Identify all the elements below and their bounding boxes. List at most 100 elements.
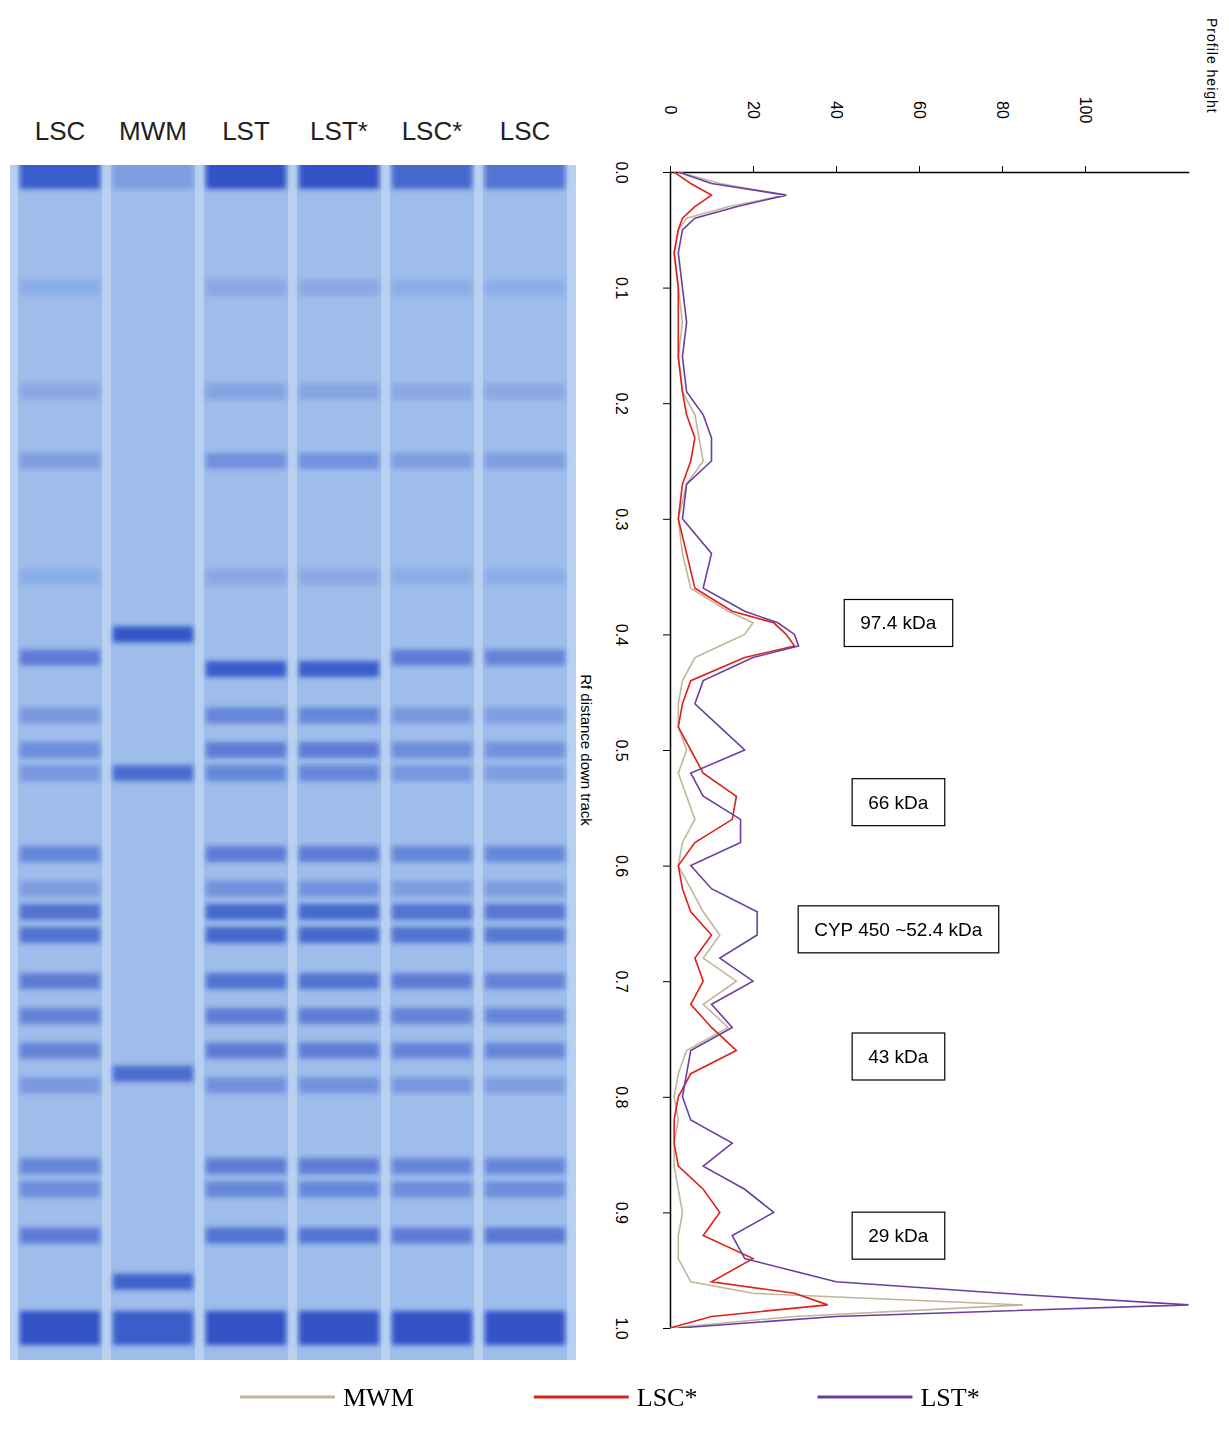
annotation-text: 43 kDa (868, 1046, 929, 1067)
tick: 0.8 (613, 1086, 670, 1108)
gel-band (113, 1311, 193, 1345)
annotation-text: 97.4 kDa (860, 612, 936, 633)
annotation: CYP 450 ~52.4 kDa (798, 906, 999, 953)
tick-mark (663, 981, 670, 982)
gel-band (206, 280, 286, 296)
tick-mark (663, 1328, 670, 1329)
tick: 40 (828, 101, 845, 172)
tick-mark (663, 750, 670, 751)
legend: MWMLSC*LST* (240, 1383, 980, 1412)
gel-background (10, 165, 576, 1360)
legend-swatch (534, 1396, 629, 1399)
gel-band (206, 384, 286, 400)
gel-band (485, 1158, 565, 1174)
gel-band (392, 973, 472, 989)
gel-band (392, 707, 472, 723)
profile-line (670, 172, 1023, 1328)
tick: 0.4 (613, 624, 670, 646)
gel-band (206, 569, 286, 585)
tick: 0.2 (613, 393, 670, 415)
axis-title: Rf distance down track (578, 674, 595, 826)
lane-label: LSC* (402, 116, 463, 146)
gel-band (485, 1228, 565, 1244)
gel-band (299, 280, 379, 296)
tick: 60 (911, 101, 928, 172)
gel-band (20, 1181, 100, 1197)
gel-band (20, 569, 100, 585)
gel-band (485, 1043, 565, 1059)
tick-label: 0.8 (613, 1086, 630, 1108)
gel-band (392, 846, 472, 862)
gel-band (485, 1008, 565, 1024)
lane-bands (392, 165, 472, 1345)
gel-band (392, 1077, 472, 1093)
tick-label: 0.6 (613, 855, 630, 877)
gel-band (113, 165, 193, 189)
legend-label: LSC* (637, 1383, 698, 1412)
gel-lane (18, 165, 102, 1360)
lane-bands (485, 165, 565, 1345)
gel-band (392, 742, 472, 758)
axis-title: Profile height (1204, 18, 1220, 114)
profile-chart: 0.00.10.20.30.40.50.60.70.80.91.00204060… (578, 18, 1220, 1340)
profile-line (678, 172, 1188, 1328)
lane-label: LST (222, 116, 270, 146)
gel-band (485, 280, 565, 296)
gel-band (20, 1043, 100, 1059)
tick: 0.5 (613, 739, 670, 761)
gel-bands (18, 165, 567, 1360)
lane-label: LST* (310, 116, 368, 146)
tick-label: 0.5 (613, 739, 630, 761)
lane-bands (206, 165, 286, 1345)
gel-band (299, 1077, 379, 1093)
gel-band (299, 927, 379, 943)
gel: LSCMWMLSTLST*LSC*LSC (10, 116, 576, 1360)
tick-label: 0.9 (613, 1202, 630, 1224)
tick-mark (663, 403, 670, 404)
gel-band (299, 165, 379, 189)
plot-lines (670, 172, 1189, 1328)
gel-band (392, 904, 472, 920)
lane-label: MWM (119, 116, 187, 146)
gel-lane (483, 165, 567, 1360)
annotation: 43 kDa (852, 1033, 945, 1080)
gel-band (20, 707, 100, 723)
gel-lane (297, 165, 381, 1360)
legend-swatch (817, 1396, 912, 1399)
gel-band (20, 846, 100, 862)
gel-band (20, 1311, 100, 1345)
gel-band (392, 765, 472, 781)
gel-band (299, 1008, 379, 1024)
tick-mark (663, 288, 670, 289)
tick: 80 (994, 101, 1011, 172)
gel-band (206, 742, 286, 758)
annotation-text: 66 kDa (868, 792, 929, 813)
gel-band (20, 765, 100, 781)
tick: 20 (745, 101, 762, 172)
figure: LSCMWMLSTLST*LSC*LSC0.00.10.20.30.40.50.… (0, 0, 1229, 1430)
tick-label: 80 (994, 101, 1011, 119)
tick: 0.0 (613, 161, 670, 183)
tick-mark (836, 166, 837, 172)
lane-bands (20, 165, 100, 1345)
profile-axis: 020406080100 (662, 97, 1189, 173)
gel-band (299, 765, 379, 781)
tick-label: 0 (662, 106, 679, 115)
gel-band (206, 707, 286, 723)
gel-band (206, 881, 286, 897)
annotation: 29 kDa (852, 1212, 945, 1259)
legend-label: LST* (920, 1383, 979, 1412)
gel-band (299, 1228, 379, 1244)
gel-band (206, 904, 286, 920)
gel-band (20, 881, 100, 897)
gel-band (20, 650, 100, 666)
gel-band (485, 881, 565, 897)
lane-label: LSC (35, 116, 86, 146)
tick-mark (663, 1097, 670, 1098)
annotation-box (798, 906, 999, 953)
gel-band (392, 927, 472, 943)
tick-label: 0.4 (613, 624, 630, 646)
gel-band (113, 1274, 193, 1290)
gel-band (299, 904, 379, 920)
gel-band (20, 453, 100, 469)
